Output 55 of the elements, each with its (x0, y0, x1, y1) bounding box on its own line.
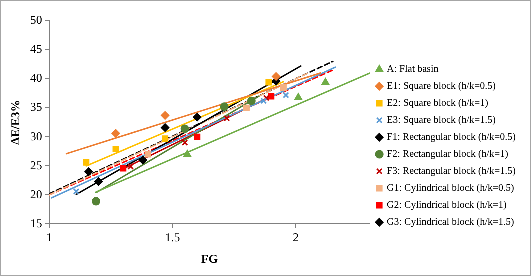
point (94, 178, 103, 186)
y-axis-title: ΔE/E3% (8, 100, 22, 146)
point (272, 72, 281, 81)
legend-label: E3: Square block (h/k=1.5) (387, 115, 496, 126)
y-tick-label: 15 (30, 216, 42, 230)
y-tick-label: 20 (30, 187, 42, 202)
point (161, 124, 170, 132)
y-tick-label: 30 (30, 129, 42, 144)
point (112, 146, 120, 153)
y-tick-label: 25 (30, 158, 42, 172)
point (260, 98, 268, 104)
point (83, 159, 90, 166)
y-tick-label: 40 (30, 71, 42, 86)
y-tick-label: 35 (30, 100, 42, 114)
point (128, 164, 134, 170)
point (193, 113, 202, 122)
legend-label: F1: Rectangular block (h/k=0.5) (387, 132, 516, 144)
x-tick-label: 2 (293, 230, 300, 245)
legend-label: A: Flat basin (387, 64, 439, 76)
legend-label: E2: Square block (h/k=1) (387, 98, 489, 110)
legend-label: E1: Square block (h/k=0.5) (387, 81, 496, 92)
legend-label: G1: Cylindrical block (h/k=0.5) (387, 183, 514, 194)
legend-label: G2: Cylindrical block (h/k=1) (387, 200, 507, 212)
point (224, 115, 230, 122)
point (182, 140, 188, 146)
point (280, 84, 287, 91)
point (161, 111, 170, 120)
legend-label: F3: Rectangular block (h/k=1.5) (387, 166, 516, 178)
point (247, 96, 256, 106)
point (282, 92, 290, 99)
x-tick-label: 1.5 (165, 230, 180, 245)
point (120, 165, 127, 172)
x-tick-label: 1 (46, 230, 52, 245)
point (194, 134, 201, 140)
point (266, 79, 272, 86)
point (244, 104, 250, 112)
point (138, 156, 148, 165)
point (180, 124, 190, 134)
point (184, 150, 192, 158)
point (144, 151, 152, 158)
point (112, 129, 120, 138)
point (84, 168, 94, 176)
point (92, 197, 101, 206)
y-tick-label: 50 (30, 13, 42, 28)
point (162, 136, 169, 142)
point (268, 93, 275, 100)
point (322, 78, 330, 86)
legend-label: G3: Cylindrical block (h/k=1.5) (387, 217, 514, 228)
y-tick-label: 45 (30, 42, 42, 56)
point (220, 102, 229, 112)
point (73, 188, 80, 195)
legend-label: F2: Rectangular block (h/k=1) (387, 149, 509, 160)
x-axis-title: FG (201, 252, 218, 266)
point (263, 94, 270, 102)
point (294, 93, 302, 100)
